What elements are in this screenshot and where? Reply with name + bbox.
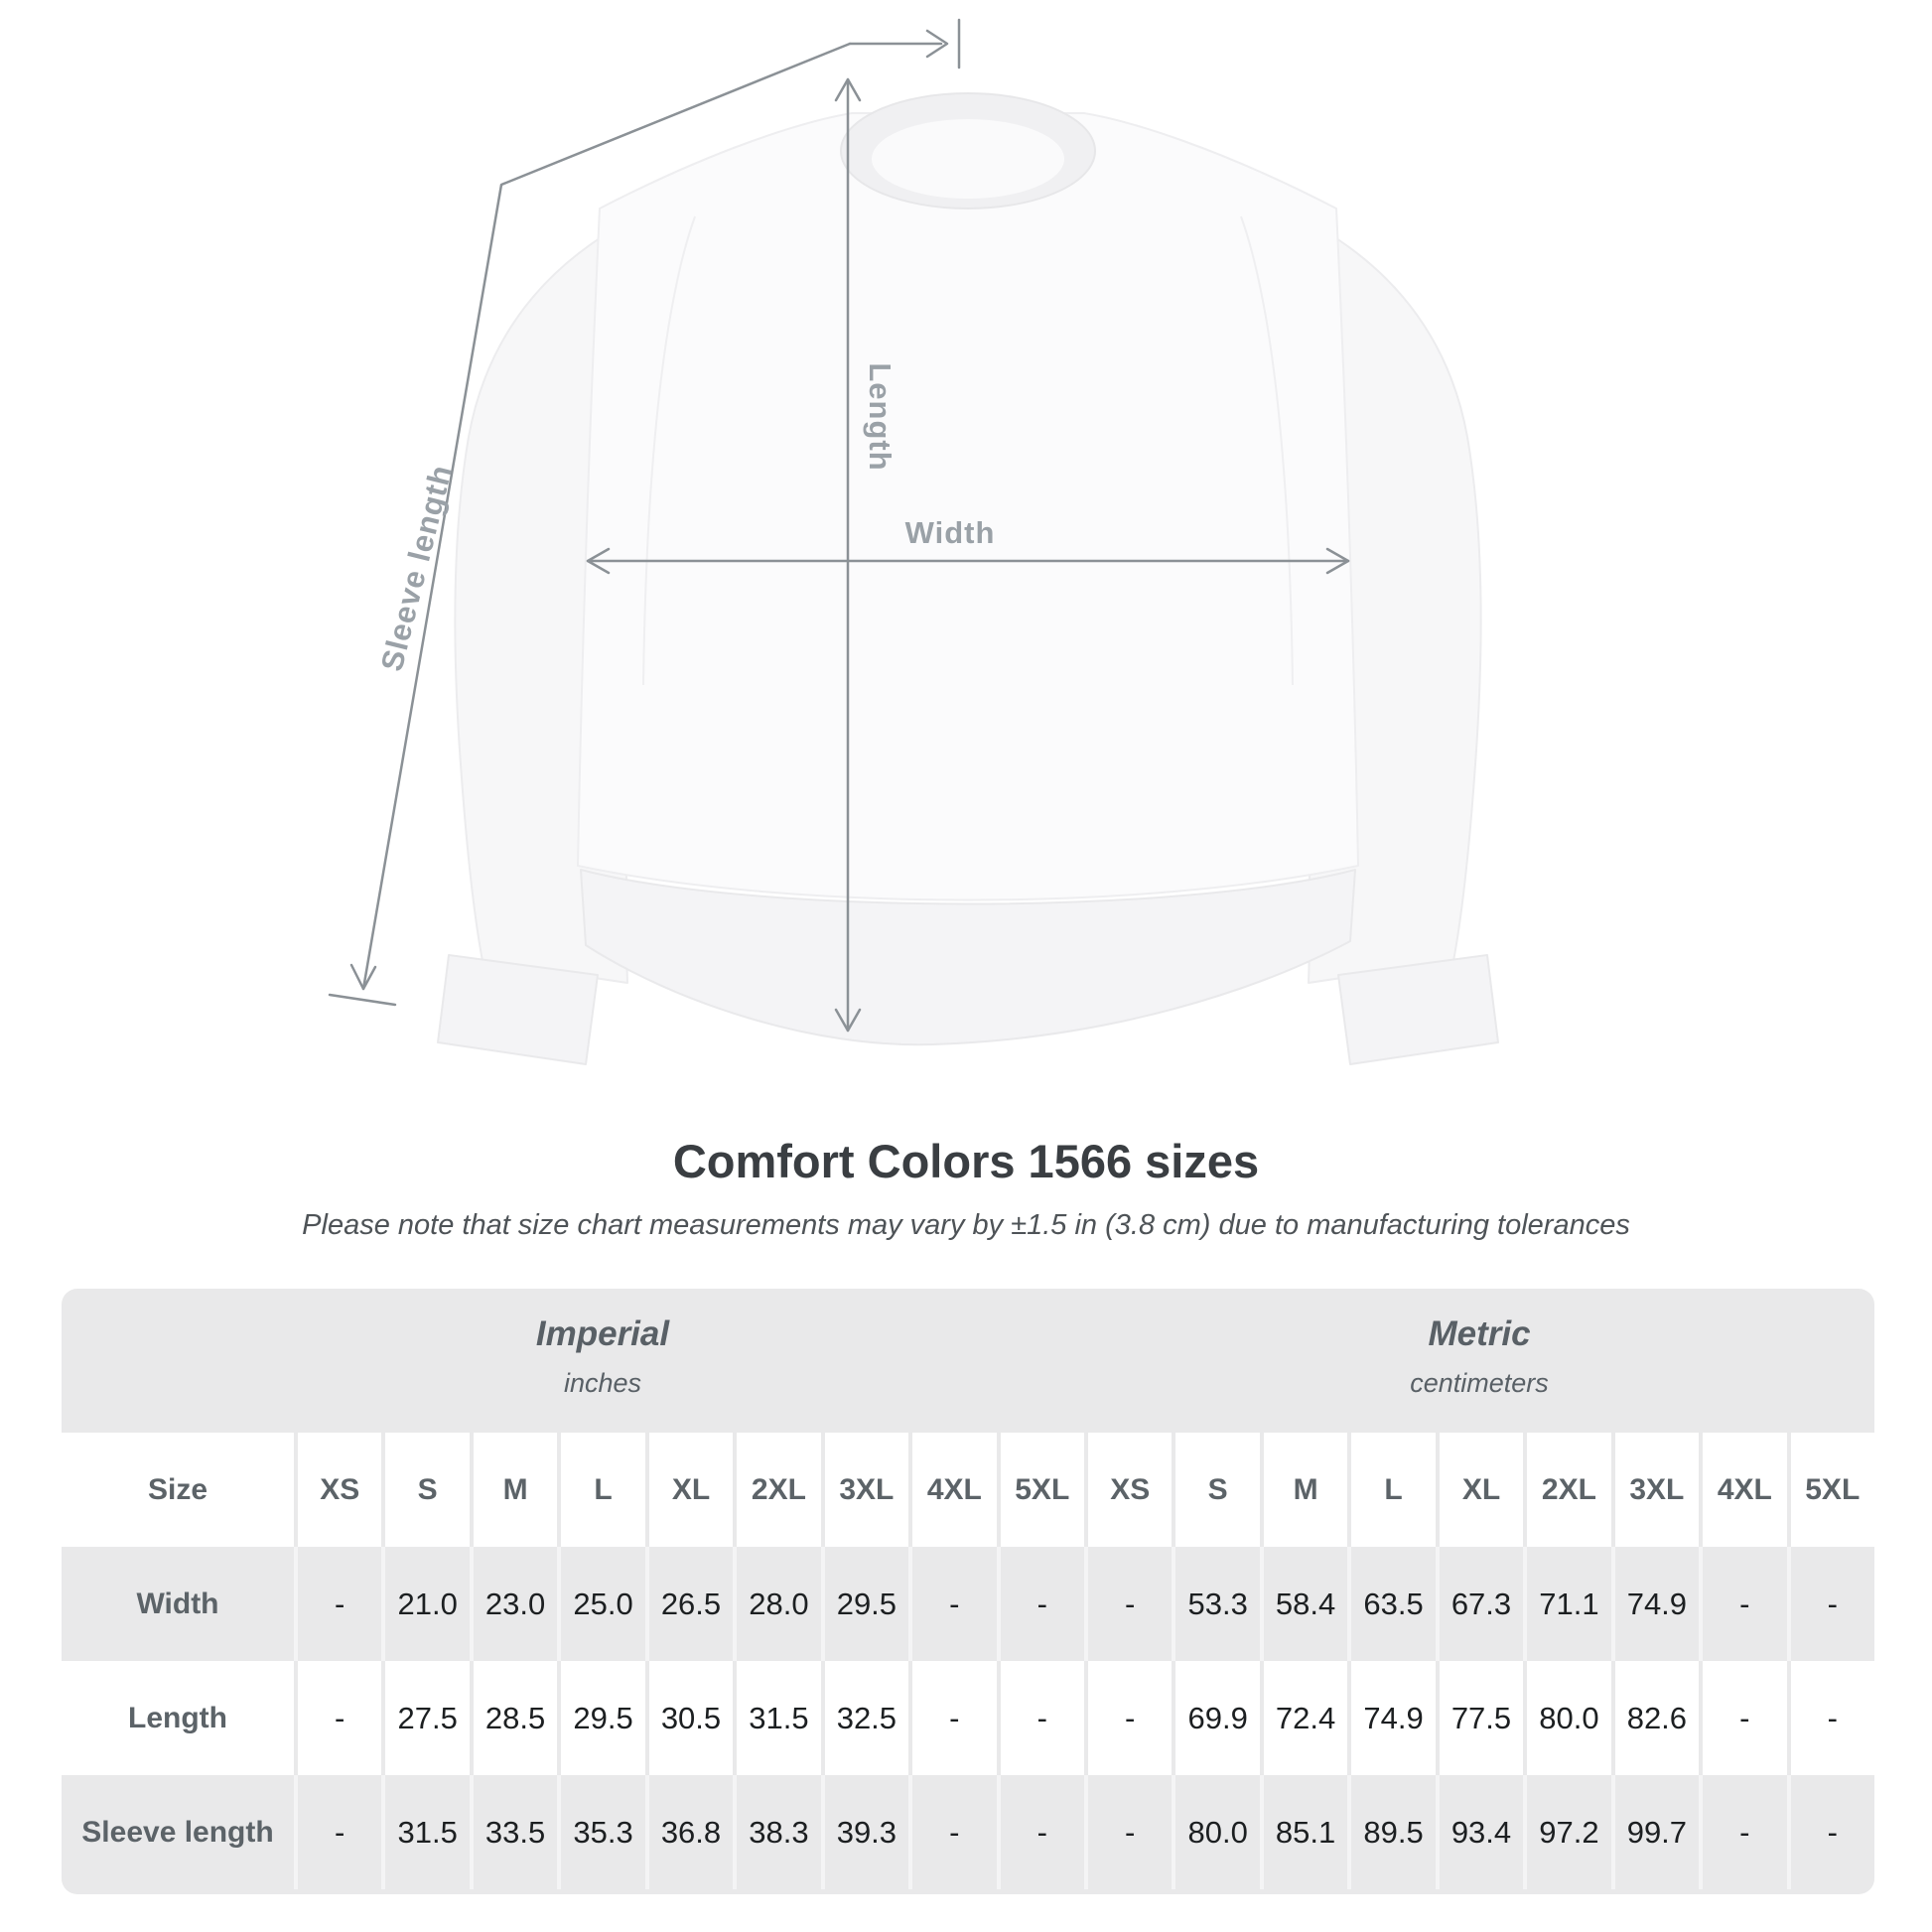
length-value: 82.6 <box>1614 1661 1700 1775</box>
length-value: 31.5 <box>737 1661 821 1775</box>
size-table: Size XS S M L XL 2XL 3XL 4XL 5XL XS S M … <box>62 1433 1874 1889</box>
width-value: - <box>912 1547 997 1661</box>
col-header: XL <box>648 1433 734 1547</box>
length-value: - <box>298 1661 382 1775</box>
length-value: 69.9 <box>1175 1661 1260 1775</box>
width-value: - <box>1703 1547 1787 1661</box>
col-header: 4XL <box>1703 1433 1787 1547</box>
col-header: XL <box>1439 1433 1524 1547</box>
col-header: L <box>1351 1433 1436 1547</box>
col-header: L <box>561 1433 645 1547</box>
sleeve-value: 89.5 <box>1351 1775 1436 1889</box>
length-value: - <box>1000 1661 1084 1775</box>
col-header: XS <box>298 1433 382 1547</box>
size-column-header: Size <box>62 1433 294 1547</box>
width-value: 28.0 <box>737 1547 821 1661</box>
width-value: - <box>1000 1547 1084 1661</box>
length-value: 29.5 <box>561 1661 645 1775</box>
length-value: 27.5 <box>385 1661 470 1775</box>
metric-label: Metric <box>1428 1314 1531 1353</box>
length-value: 28.5 <box>473 1661 558 1775</box>
width-value: 71.1 <box>1527 1547 1611 1661</box>
page-title: Comfort Colors 1566 sizes <box>672 1135 1260 1187</box>
table-header-row: Size XS S M L XL 2XL 3XL 4XL 5XL XS S M … <box>62 1433 1874 1547</box>
size-table-panel: Imperial inches Metric centimeters Size … <box>62 1289 1874 1894</box>
sleeve-value: 99.7 <box>1614 1775 1700 1889</box>
col-header: M <box>1263 1433 1348 1547</box>
width-value: 26.5 <box>648 1547 734 1661</box>
tolerance-note: Please note that size chart measurements… <box>302 1209 1630 1241</box>
col-header: 2XL <box>1527 1433 1611 1547</box>
col-header: 5XL <box>1790 1433 1874 1547</box>
imperial-sublabel: inches <box>563 1368 642 1398</box>
sleeve-value: - <box>298 1775 382 1889</box>
width-dimension-label: Width <box>904 515 996 550</box>
col-header: 4XL <box>912 1433 997 1547</box>
width-value: 63.5 <box>1351 1547 1436 1661</box>
unit-group-metric: Metric centimeters <box>1271 1314 1688 1399</box>
sleeve-value: 38.3 <box>737 1775 821 1889</box>
width-value: 23.0 <box>473 1547 558 1661</box>
sleeve-value: 97.2 <box>1527 1775 1611 1889</box>
width-value: - <box>1087 1547 1173 1661</box>
col-header: S <box>385 1433 470 1547</box>
sleeve-value: - <box>912 1775 997 1889</box>
width-value: 21.0 <box>385 1547 470 1661</box>
length-value: 77.5 <box>1439 1661 1524 1775</box>
col-header: 3XL <box>1614 1433 1700 1547</box>
width-value: 58.4 <box>1263 1547 1348 1661</box>
width-value: 29.5 <box>824 1547 909 1661</box>
col-header: S <box>1175 1433 1260 1547</box>
width-value: 53.3 <box>1175 1547 1260 1661</box>
metric-sublabel: centimeters <box>1410 1368 1549 1398</box>
sweatshirt-image <box>328 18 1499 1065</box>
row-label-length: Length <box>62 1661 294 1775</box>
length-value: - <box>1790 1661 1874 1775</box>
sleeve-value: - <box>1790 1775 1874 1889</box>
width-value: - <box>298 1547 382 1661</box>
length-value: 30.5 <box>648 1661 734 1775</box>
table-row-length: Length - 27.5 28.5 29.5 30.5 31.5 32.5 -… <box>62 1661 1874 1775</box>
width-value: 74.9 <box>1614 1547 1700 1661</box>
sleeve-value: 33.5 <box>473 1775 558 1889</box>
sleeve-value: - <box>1087 1775 1173 1889</box>
row-label-sleeve-length: Sleeve length <box>62 1775 294 1889</box>
length-value: 72.4 <box>1263 1661 1348 1775</box>
col-header: M <box>473 1433 558 1547</box>
table-row-sleeve-length: Sleeve length - 31.5 33.5 35.3 36.8 38.3… <box>62 1775 1874 1889</box>
sleeve-value: 93.4 <box>1439 1775 1524 1889</box>
length-value: - <box>1087 1661 1173 1775</box>
width-value: 25.0 <box>561 1547 645 1661</box>
sleeve-value: 31.5 <box>385 1775 470 1889</box>
sleeve-value: 80.0 <box>1175 1775 1260 1889</box>
unit-group-imperial: Imperial inches <box>394 1314 811 1399</box>
length-value: - <box>1703 1661 1787 1775</box>
sleeve-value: - <box>1000 1775 1084 1889</box>
length-value: - <box>912 1661 997 1775</box>
length-dimension-label: Length <box>863 362 897 472</box>
sleeve-value: - <box>1703 1775 1787 1889</box>
width-value: 67.3 <box>1439 1547 1524 1661</box>
col-header: XS <box>1087 1433 1173 1547</box>
col-header: 5XL <box>1000 1433 1084 1547</box>
width-value: - <box>1790 1547 1874 1661</box>
table-row-width: Width - 21.0 23.0 25.0 26.5 28.0 29.5 - … <box>62 1547 1874 1661</box>
sleeve-value: 36.8 <box>648 1775 734 1889</box>
sleeve-value: 35.3 <box>561 1775 645 1889</box>
col-header: 3XL <box>824 1433 909 1547</box>
sleeve-value: 39.3 <box>824 1775 909 1889</box>
sleeve-value: 85.1 <box>1263 1775 1348 1889</box>
imperial-label: Imperial <box>535 1314 670 1353</box>
length-value: 74.9 <box>1351 1661 1436 1775</box>
col-header: 2XL <box>737 1433 821 1547</box>
row-label-width: Width <box>62 1547 294 1661</box>
length-value: 32.5 <box>824 1661 909 1775</box>
length-value: 80.0 <box>1527 1661 1611 1775</box>
